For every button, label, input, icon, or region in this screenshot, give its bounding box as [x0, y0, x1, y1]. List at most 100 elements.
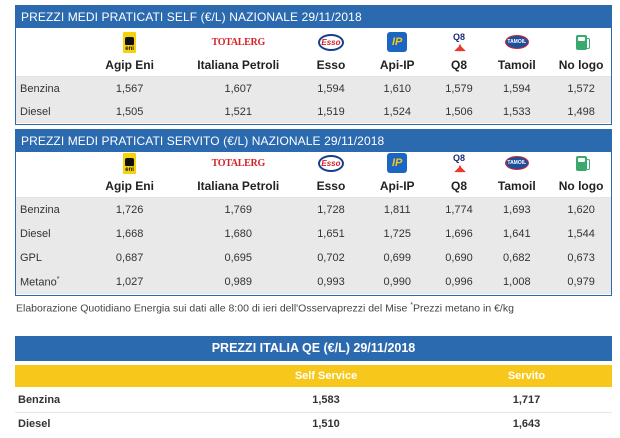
brand-name: Tamoil [497, 179, 536, 193]
brand-agip-eni: eni Agip Eni [86, 31, 174, 76]
table-row: Metano* 1,027 0,989 0,993 0,990 0,996 1,… [16, 270, 611, 294]
price-cell: 1,510 [312, 417, 340, 430]
italia-qe-header-row: Self Service Servito [15, 365, 612, 387]
price-cell: 1,811 [383, 204, 411, 216]
q8-logo: Q8 ◢◣ [452, 153, 466, 173]
price-cell: 1,498 [567, 105, 595, 118]
brand-name: Tamoil [497, 58, 536, 72]
esso-logo: Esso [317, 152, 344, 174]
brand-agip-eni: eni Agip Eni [86, 152, 174, 197]
price-cell: 0,682 [503, 252, 531, 264]
price-cell: 1,680 [224, 228, 253, 240]
table-row: Benzina 1,726 1,769 1,728 1,811 1,774 1,… [16, 198, 611, 222]
price-cell: 1,620 [567, 204, 595, 216]
price-cell: 0,702 [317, 252, 345, 264]
price-cell: 0,673 [567, 252, 595, 264]
brand-api-ip: IP Api-IP [359, 152, 436, 197]
brand-name: Italiana Petroli [197, 58, 280, 72]
fuel-label: Benzina [18, 394, 61, 406]
fuel-label: GPL [20, 252, 43, 264]
price-cell: 1,567 [115, 82, 144, 95]
price-cell: 0,695 [224, 252, 253, 264]
q8-logo: Q8 ◢◣ [452, 32, 466, 52]
brand-name: Api-IP [379, 179, 415, 193]
api-ip-logo: IP [387, 31, 408, 53]
price-cell: 1,725 [383, 228, 411, 240]
brand-name: Italiana Petroli [197, 179, 280, 193]
price-cell: 1,696 [445, 228, 473, 240]
api-ip-logo: IP [387, 152, 408, 174]
price-cell: 1,519 [317, 105, 345, 118]
agip-eni-logo: eni [123, 152, 137, 174]
fuel-label: Diesel [18, 417, 51, 430]
fuel-label: Diesel [20, 105, 51, 118]
price-cell: 0,690 [445, 252, 473, 264]
fuel-pump-icon [575, 152, 590, 174]
price-cell: 1,641 [503, 228, 531, 240]
price-cell: 1,524 [383, 105, 411, 118]
price-cell: 1,607 [224, 82, 253, 95]
fuel-label: Metano* [20, 275, 60, 289]
price-cell: 1,651 [317, 228, 345, 240]
tamoil-logo: TAMOIL [504, 31, 529, 53]
brand-name: Q8 [450, 179, 467, 193]
price-cell: 1,533 [503, 105, 531, 118]
price-cell: 0,687 [115, 252, 144, 264]
price-cell: 1,693 [503, 204, 531, 216]
price-cell: 1,610 [383, 82, 411, 95]
table-row: Benzina 1,567 1,607 1,594 1,610 1,579 1,… [16, 77, 611, 100]
brand-italiana-petroli: TOTALERG Italiana Petroli [173, 31, 303, 76]
brand-name: Q8 [450, 58, 467, 72]
price-cell: 0,990 [383, 276, 411, 288]
price-cell: 1,583 [312, 394, 340, 406]
brand-name: Agip Eni [105, 179, 154, 193]
servito-brand-header-row: eni Agip Eni TOTALERG Italiana Petroli E… [16, 152, 611, 198]
price-cell: 1,544 [567, 228, 595, 240]
price-cell: 1,717 [512, 394, 541, 406]
brand-no-logo: No logo [551, 152, 611, 197]
servito-table-title: PREZZI MEDI PRATICATI SERVITO (€/L) NAZI… [16, 130, 611, 152]
table-row: Diesel 1,510 1,643 [15, 412, 612, 434]
esso-logo: Esso [317, 31, 344, 53]
column-header-servito: Servito [507, 370, 546, 382]
price-cell: 1,774 [445, 204, 473, 216]
self-table-title: PREZZI MEDI PRATICATI SELF (€/L) NAZIONA… [16, 6, 611, 28]
table-row: Diesel 1,668 1,680 1,651 1,725 1,696 1,6… [16, 222, 611, 246]
brand-name: Api-IP [379, 58, 415, 72]
brand-name: Esso [316, 58, 346, 72]
tamoil-logo: TAMOIL [504, 152, 529, 174]
brand-esso: Esso Esso [303, 152, 359, 197]
brand-q8: Q8 ◢◣ Q8 [436, 152, 483, 197]
price-cell: 1,521 [224, 105, 253, 118]
price-cell: 1,505 [115, 105, 144, 118]
price-cell: 1,594 [503, 82, 531, 95]
brand-q8: Q8 ◢◣ Q8 [436, 31, 483, 76]
totalerg-logo: TOTALERG [211, 157, 266, 169]
price-cell: 1,726 [115, 204, 144, 216]
self-price-table: PREZZI MEDI PRATICATI SELF (€/L) NAZIONA… [15, 5, 612, 125]
brand-no-logo: No logo [551, 31, 611, 76]
price-cell: 1,008 [503, 276, 531, 288]
table-row: Benzina 1,583 1,717 [15, 389, 612, 411]
price-cell: 1,668 [115, 228, 144, 240]
price-cell: 1,572 [567, 82, 595, 95]
fuel-label: Benzina [20, 204, 60, 216]
brand-tamoil: TAMOIL Tamoil [482, 31, 551, 76]
agip-eni-logo: eni [123, 31, 137, 53]
price-cell: 1,643 [512, 417, 541, 430]
table-row: GPL 0,687 0,695 0,702 0,699 0,690 0,682 … [16, 246, 611, 270]
servito-price-table: PREZZI MEDI PRATICATI SERVITO (€/L) NAZI… [15, 129, 612, 296]
fuel-label: Diesel [20, 228, 51, 240]
price-cell: 1,769 [224, 204, 253, 216]
brand-name: No logo [558, 179, 604, 193]
totalerg-logo: TOTALERG [211, 36, 266, 48]
table-row: Diesel 1,505 1,521 1,519 1,524 1,506 1,5… [16, 100, 611, 123]
price-cell: 0,996 [445, 276, 473, 288]
price-cell: 0,979 [567, 276, 595, 288]
price-cell: 0,699 [383, 252, 411, 264]
brand-name: No logo [558, 58, 604, 72]
price-cell: 1,506 [445, 105, 473, 118]
italia-qe-title: PREZZI ITALIA QE (€/L) 29/11/2018 [15, 336, 612, 361]
price-cell: 0,993 [317, 276, 345, 288]
column-header-self-service: Self Service [294, 370, 358, 382]
